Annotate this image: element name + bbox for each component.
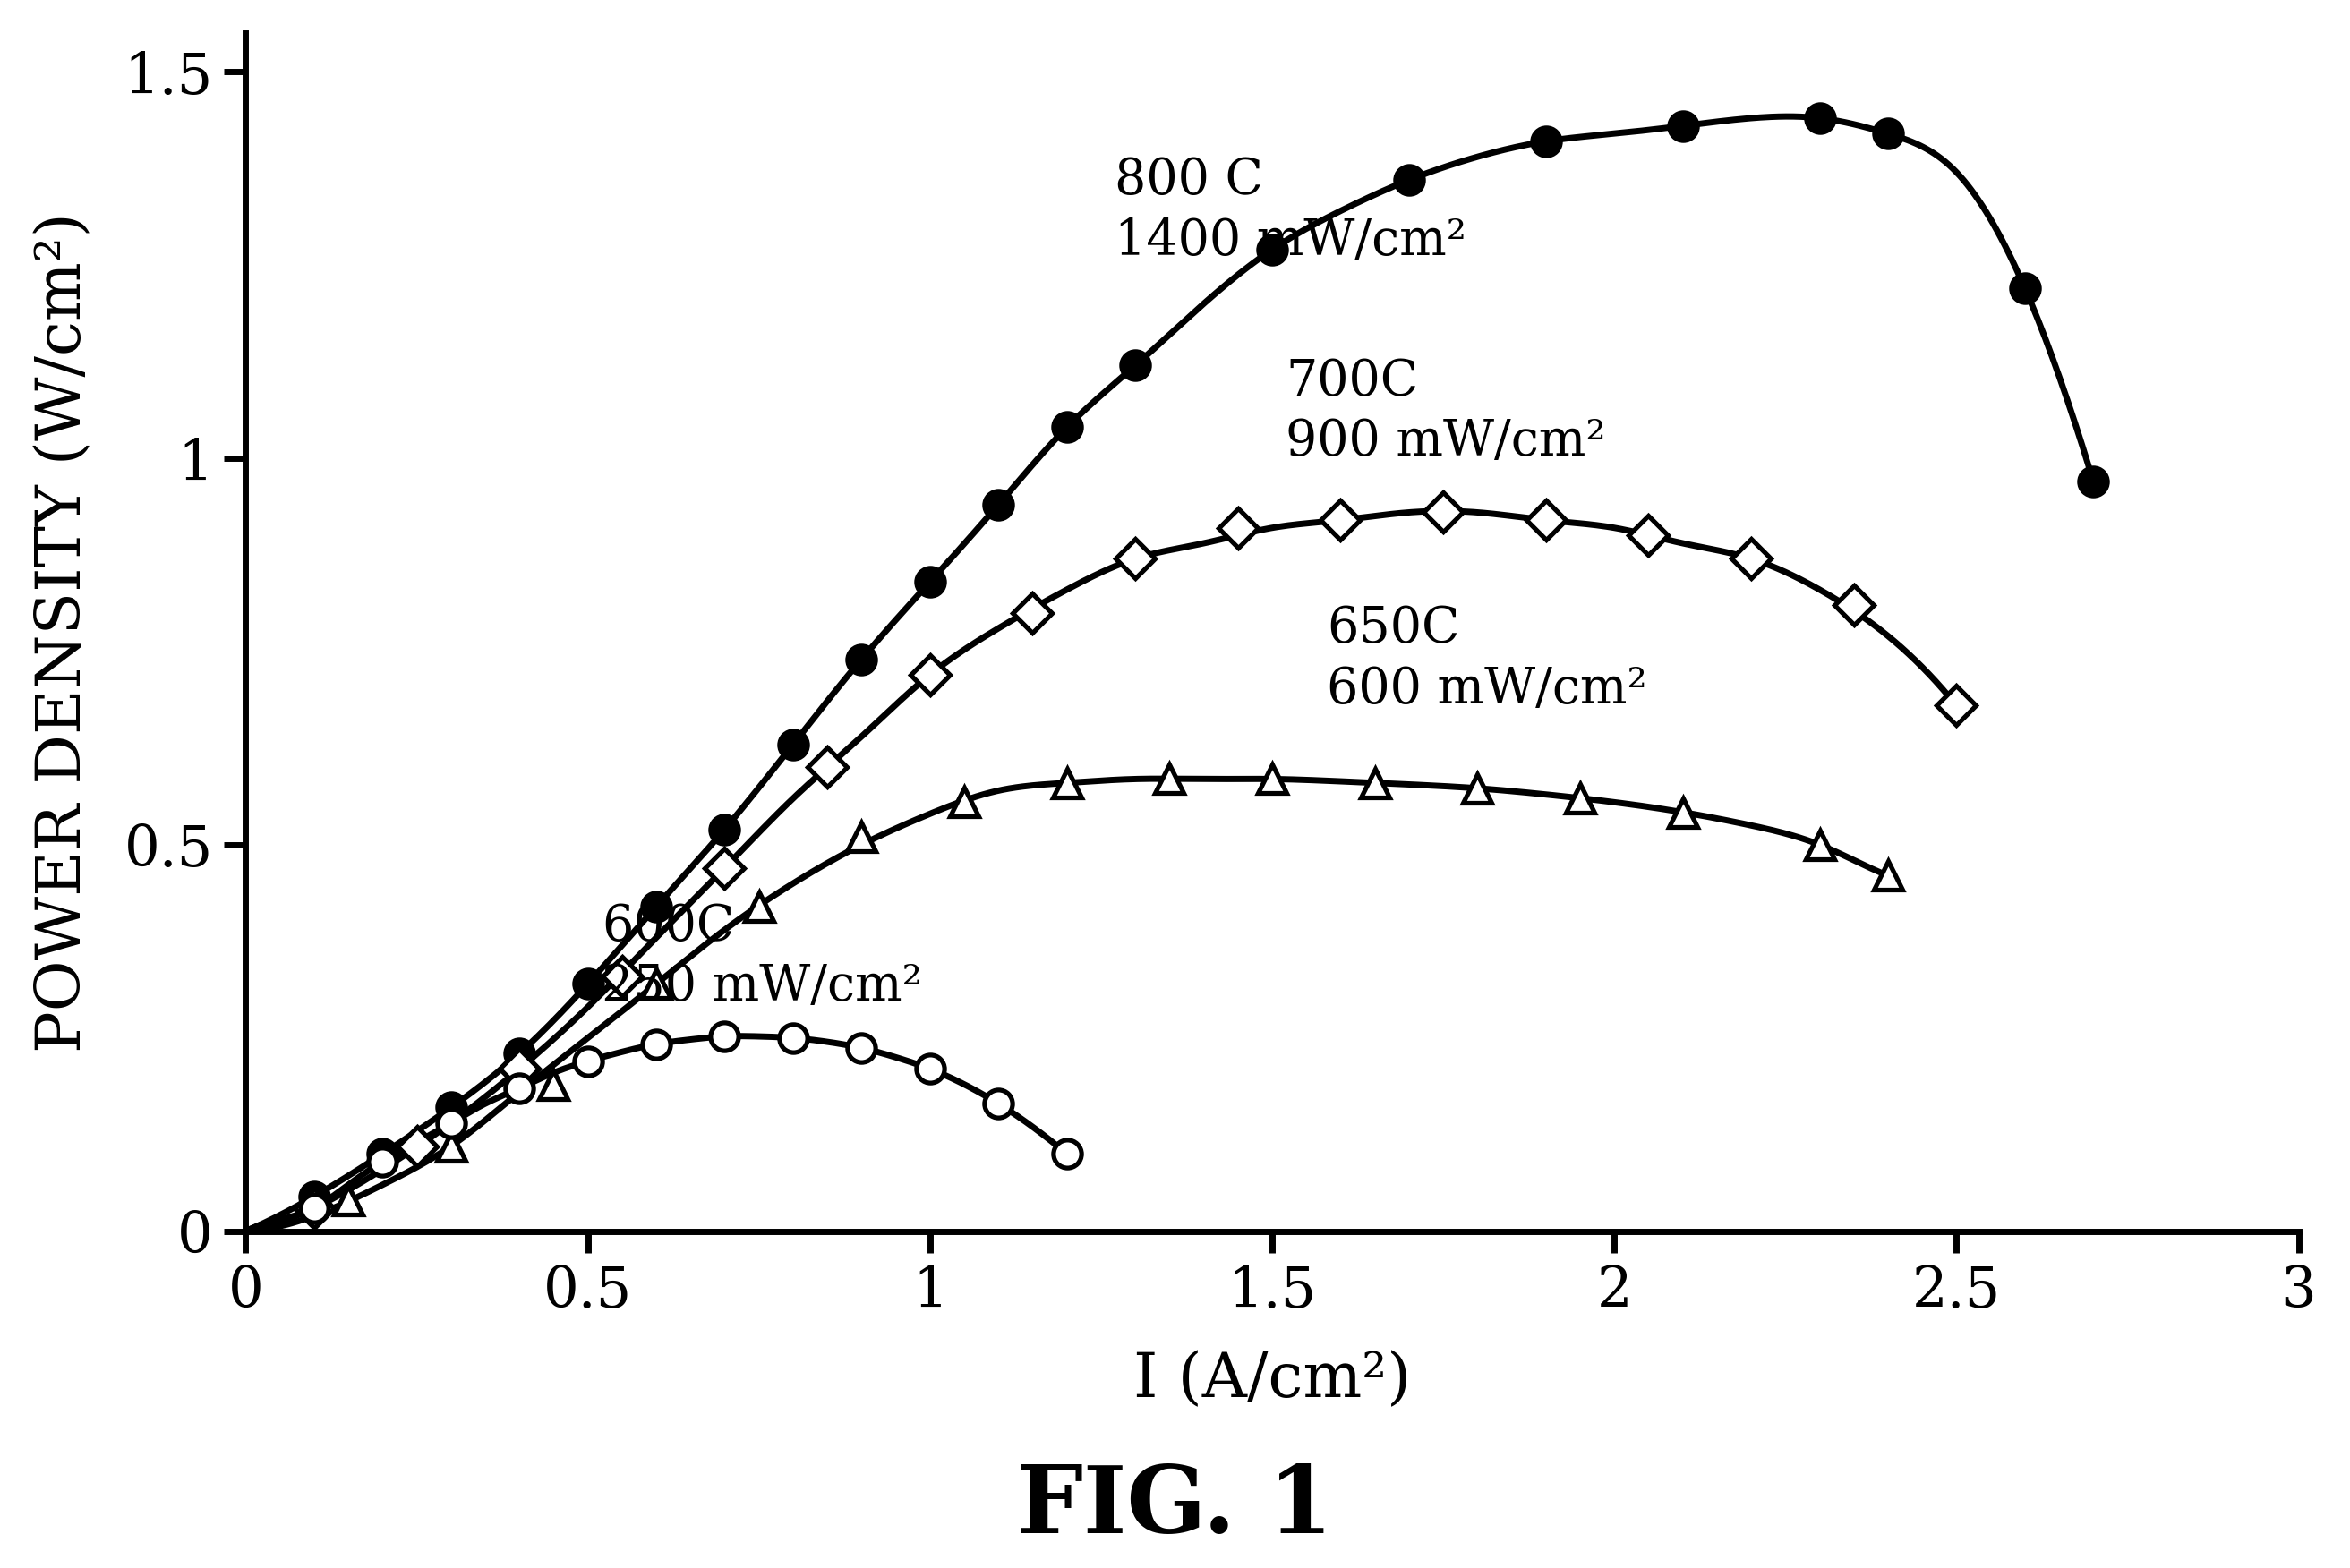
Text: 600C
250 mW/cm²: 600C 250 mW/cm² (602, 902, 921, 1011)
Text: 650C
600 mW/cm²: 650C 600 mW/cm² (1328, 604, 1647, 713)
Text: FIG. 1: FIG. 1 (1018, 1461, 1332, 1552)
Text: 800 C
1400 mW/cm²: 800 C 1400 mW/cm² (1114, 155, 1466, 265)
Text: 700C
900 mW/cm²: 700C 900 mW/cm² (1285, 358, 1605, 466)
Y-axis label: POWER DENSITY (W/cm²): POWER DENSITY (W/cm²) (33, 213, 94, 1052)
X-axis label: I (A/cm²): I (A/cm²) (1133, 1350, 1410, 1410)
